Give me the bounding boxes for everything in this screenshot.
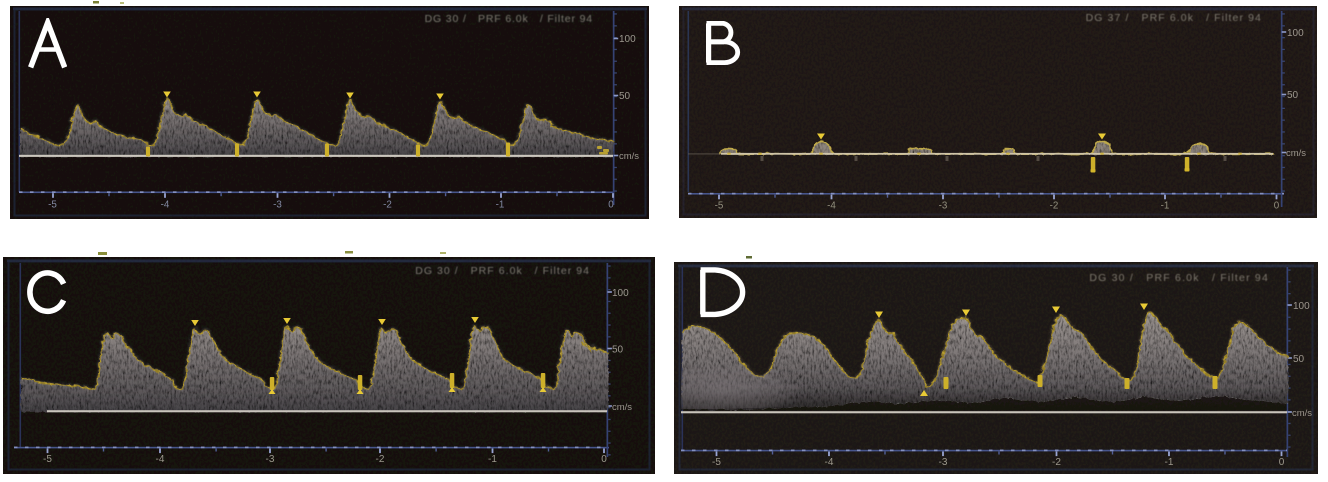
svg-text:cm/s: cm/s [619, 151, 639, 162]
svg-text:DG 30 / PRF 6.0k / Filter: DG 30 / PRF 6.0k / Filter 94 [1089, 272, 1269, 284]
svg-text:cm/s: cm/s [612, 402, 632, 413]
svg-text:cm/s: cm/s [1286, 148, 1306, 159]
svg-text:-2: -2 [383, 200, 392, 211]
svg-text:0: 0 [608, 200, 614, 211]
svg-text:0: 0 [1274, 201, 1280, 212]
svg-text:-4: -4 [161, 200, 170, 211]
svg-text:0: 0 [601, 454, 607, 465]
svg-text:-2: -2 [1050, 201, 1059, 212]
svg-text:-5: -5 [48, 200, 57, 211]
svg-text:-1: -1 [1165, 457, 1174, 468]
svg-text:-4: -4 [825, 457, 834, 468]
svg-text:50: 50 [612, 345, 624, 356]
svg-text:-3: -3 [939, 201, 948, 212]
svg-text:-5: -5 [712, 457, 721, 468]
svg-text:100: 100 [1287, 28, 1304, 39]
svg-text:100: 100 [1293, 301, 1310, 312]
svg-text:-2: -2 [376, 454, 385, 465]
svg-text:100: 100 [619, 34, 636, 45]
svg-text:-3: -3 [273, 200, 282, 211]
svg-text:-2: -2 [1052, 457, 1061, 468]
svg-text:0: 0 [1279, 457, 1285, 468]
svg-text:-1: -1 [488, 454, 497, 465]
svg-text:50: 50 [619, 91, 631, 102]
svg-text:-3: -3 [266, 454, 275, 465]
svg-text:-1: -1 [1161, 201, 1170, 212]
svg-text:-5: -5 [43, 454, 52, 465]
svg-text:-1: -1 [496, 200, 505, 211]
svg-text:DG 30 / PRF 6.0k / Filter: DG 30 / PRF 6.0k / Filter 94 [415, 265, 590, 277]
svg-text:50: 50 [1287, 90, 1299, 101]
svg-text:cm/s: cm/s [1292, 408, 1312, 419]
svg-text:100: 100 [612, 288, 629, 299]
svg-text:DG 30 / PRF 6.0k / Filter: DG 30 / PRF 6.0k / Filter 94 [425, 13, 593, 25]
svg-text:-4: -4 [156, 454, 165, 465]
svg-text:DG 37 / PRF 6.0k / Filter: DG 37 / PRF 6.0k / Filter 94 [1086, 12, 1262, 24]
svg-text:-5: -5 [715, 201, 724, 212]
svg-text:50: 50 [1293, 354, 1305, 365]
svg-text:-3: -3 [939, 457, 948, 468]
svg-text:-4: -4 [827, 201, 836, 212]
